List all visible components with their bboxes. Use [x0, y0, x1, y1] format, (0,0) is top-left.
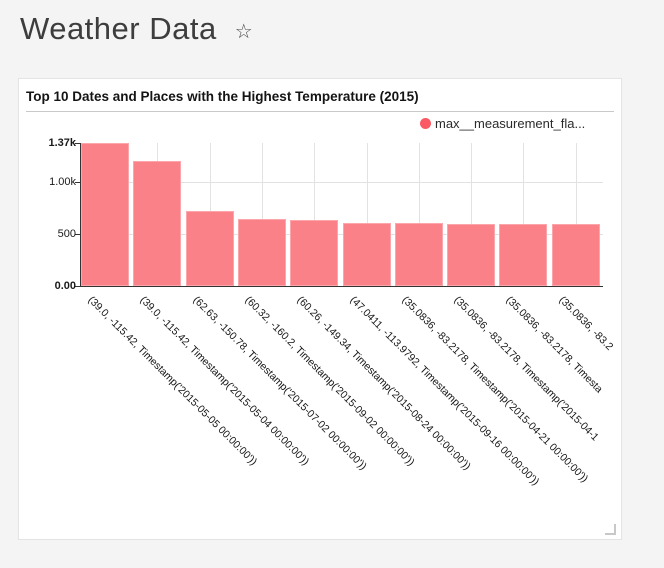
legend-label: max__measurement_fla...: [435, 116, 586, 131]
y-axis-tick-label: 500: [57, 227, 76, 240]
y-axis-tick-label: 1.00k: [49, 175, 76, 188]
x-axis-category-label: (60.26, -149.34, Timestamp('2015-08-24 0…: [294, 294, 474, 473]
y-axis-tick: [75, 181, 80, 183]
x-axis-line: [80, 286, 603, 287]
bar[interactable]: [290, 220, 339, 286]
x-axis-category-label: (62.63, -150.78, Timestamp('2015-07-02 0…: [190, 294, 369, 473]
favorite-star-icon[interactable]: ☆: [234, 21, 253, 44]
bar[interactable]: [237, 219, 286, 286]
x-axis-category-label: (47.0411, -113.9792, Timestamp('2015-09-…: [347, 294, 541, 488]
horizontal-gridline: [80, 181, 603, 183]
bar[interactable]: [394, 223, 443, 286]
x-axis-category-label: (35.0836, -83.2178, Timesta: [503, 294, 606, 396]
x-axis-category-label: (35.0836, -83.2: [556, 294, 616, 353]
bar[interactable]: [447, 223, 496, 286]
vertical-gridline: [261, 143, 263, 286]
vertical-gridline: [471, 143, 473, 286]
vertical-gridline: [366, 143, 368, 286]
bar[interactable]: [133, 160, 182, 286]
bar[interactable]: [342, 222, 391, 286]
bar-chart-plot: 0.00 500 1.00k 1.37k (39.0, -115.42, Timesta…: [19, 79, 621, 539]
y-axis-line: [80, 143, 81, 287]
page-header: Weather Data ☆: [20, 10, 253, 47]
resize-handle-icon[interactable]: [605, 524, 616, 535]
x-axis-category-label: (35.0836, -83.2178, Timestamp('2015-04-2…: [399, 294, 591, 485]
vertical-gridline: [314, 143, 316, 286]
vertical-gridline: [575, 143, 577, 286]
legend-dot-icon: [420, 118, 431, 129]
bar[interactable]: [81, 143, 129, 286]
page-title: Weather Data: [20, 11, 217, 46]
vertical-gridline: [523, 143, 525, 286]
y-axis-tick: [75, 286, 80, 287]
y-axis-tick-label: 1.37k: [48, 137, 76, 149]
bar[interactable]: [551, 223, 600, 286]
y-axis-tick-label: 0.00: [54, 280, 76, 292]
title-divider: [26, 111, 614, 112]
vertical-gridline: [418, 143, 420, 286]
y-axis-tick: [75, 233, 80, 235]
bar[interactable]: [185, 210, 234, 286]
horizontal-gridline: [80, 233, 603, 235]
chart-title: Top 10 Dates and Places with the Highest…: [26, 89, 419, 104]
bar[interactable]: [499, 223, 548, 286]
legend-item[interactable]: max__measurement_fla...: [420, 116, 585, 131]
chart-card: Top 10 Dates and Places with the Highest…: [18, 78, 622, 540]
y-axis-tick: [75, 143, 80, 144]
